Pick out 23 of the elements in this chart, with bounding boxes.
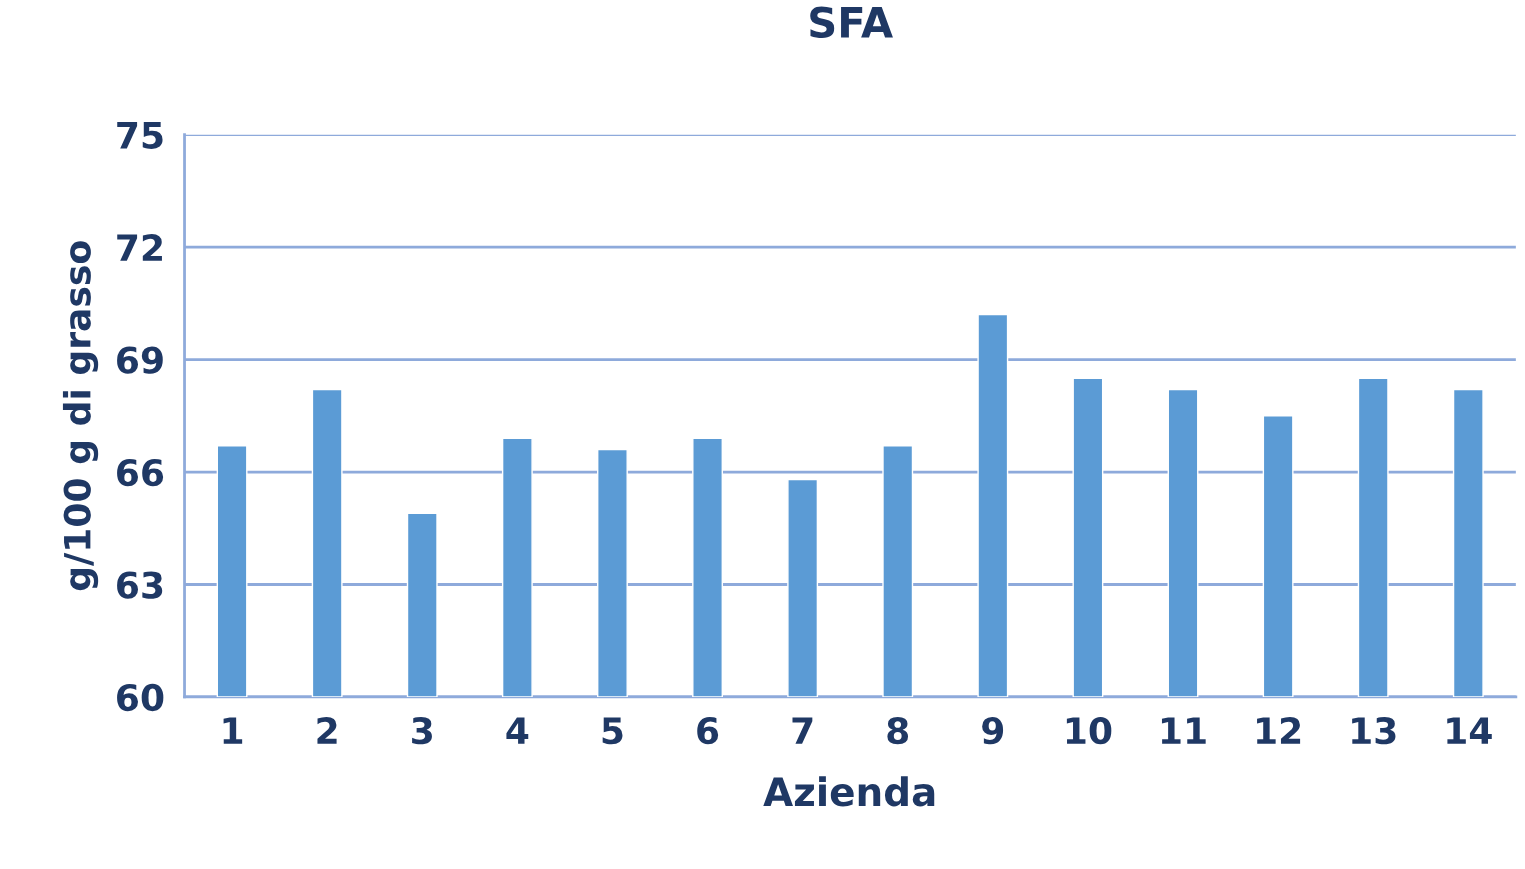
x-tick-label: 13	[1352, 717, 1396, 745]
x-tick-label: 14	[1447, 717, 1492, 744]
chart-title: SFA	[810, 6, 893, 39]
x-tick-label: 6	[697, 717, 719, 745]
x-tick-label: 2	[317, 717, 337, 744]
y-axis-title: g/100 g di grasso	[62, 241, 99, 591]
x-tick-label: 1	[223, 717, 243, 744]
x-tick-label: 5	[602, 717, 623, 745]
x-tick-label: 8	[887, 717, 909, 745]
y-tick-label: 69	[117, 346, 163, 374]
y-tick-label: 66	[117, 458, 164, 487]
x-axis-title: Azienda	[763, 776, 935, 807]
x-tick-label: 11	[1161, 717, 1206, 744]
x-tick-label: 9	[982, 717, 1004, 745]
y-tick-label: 63	[117, 571, 163, 599]
x-tick-label: 7	[792, 717, 813, 744]
y-tick-label: 60	[117, 683, 164, 712]
x-tick-label: 10	[1066, 717, 1112, 745]
y-tick-label: 72	[117, 234, 162, 261]
y-tick-label: 75	[117, 122, 163, 149]
x-tick-label: 12	[1257, 717, 1301, 744]
x-tick-label: 4	[506, 717, 529, 744]
x-tick-label: 3	[412, 717, 432, 745]
